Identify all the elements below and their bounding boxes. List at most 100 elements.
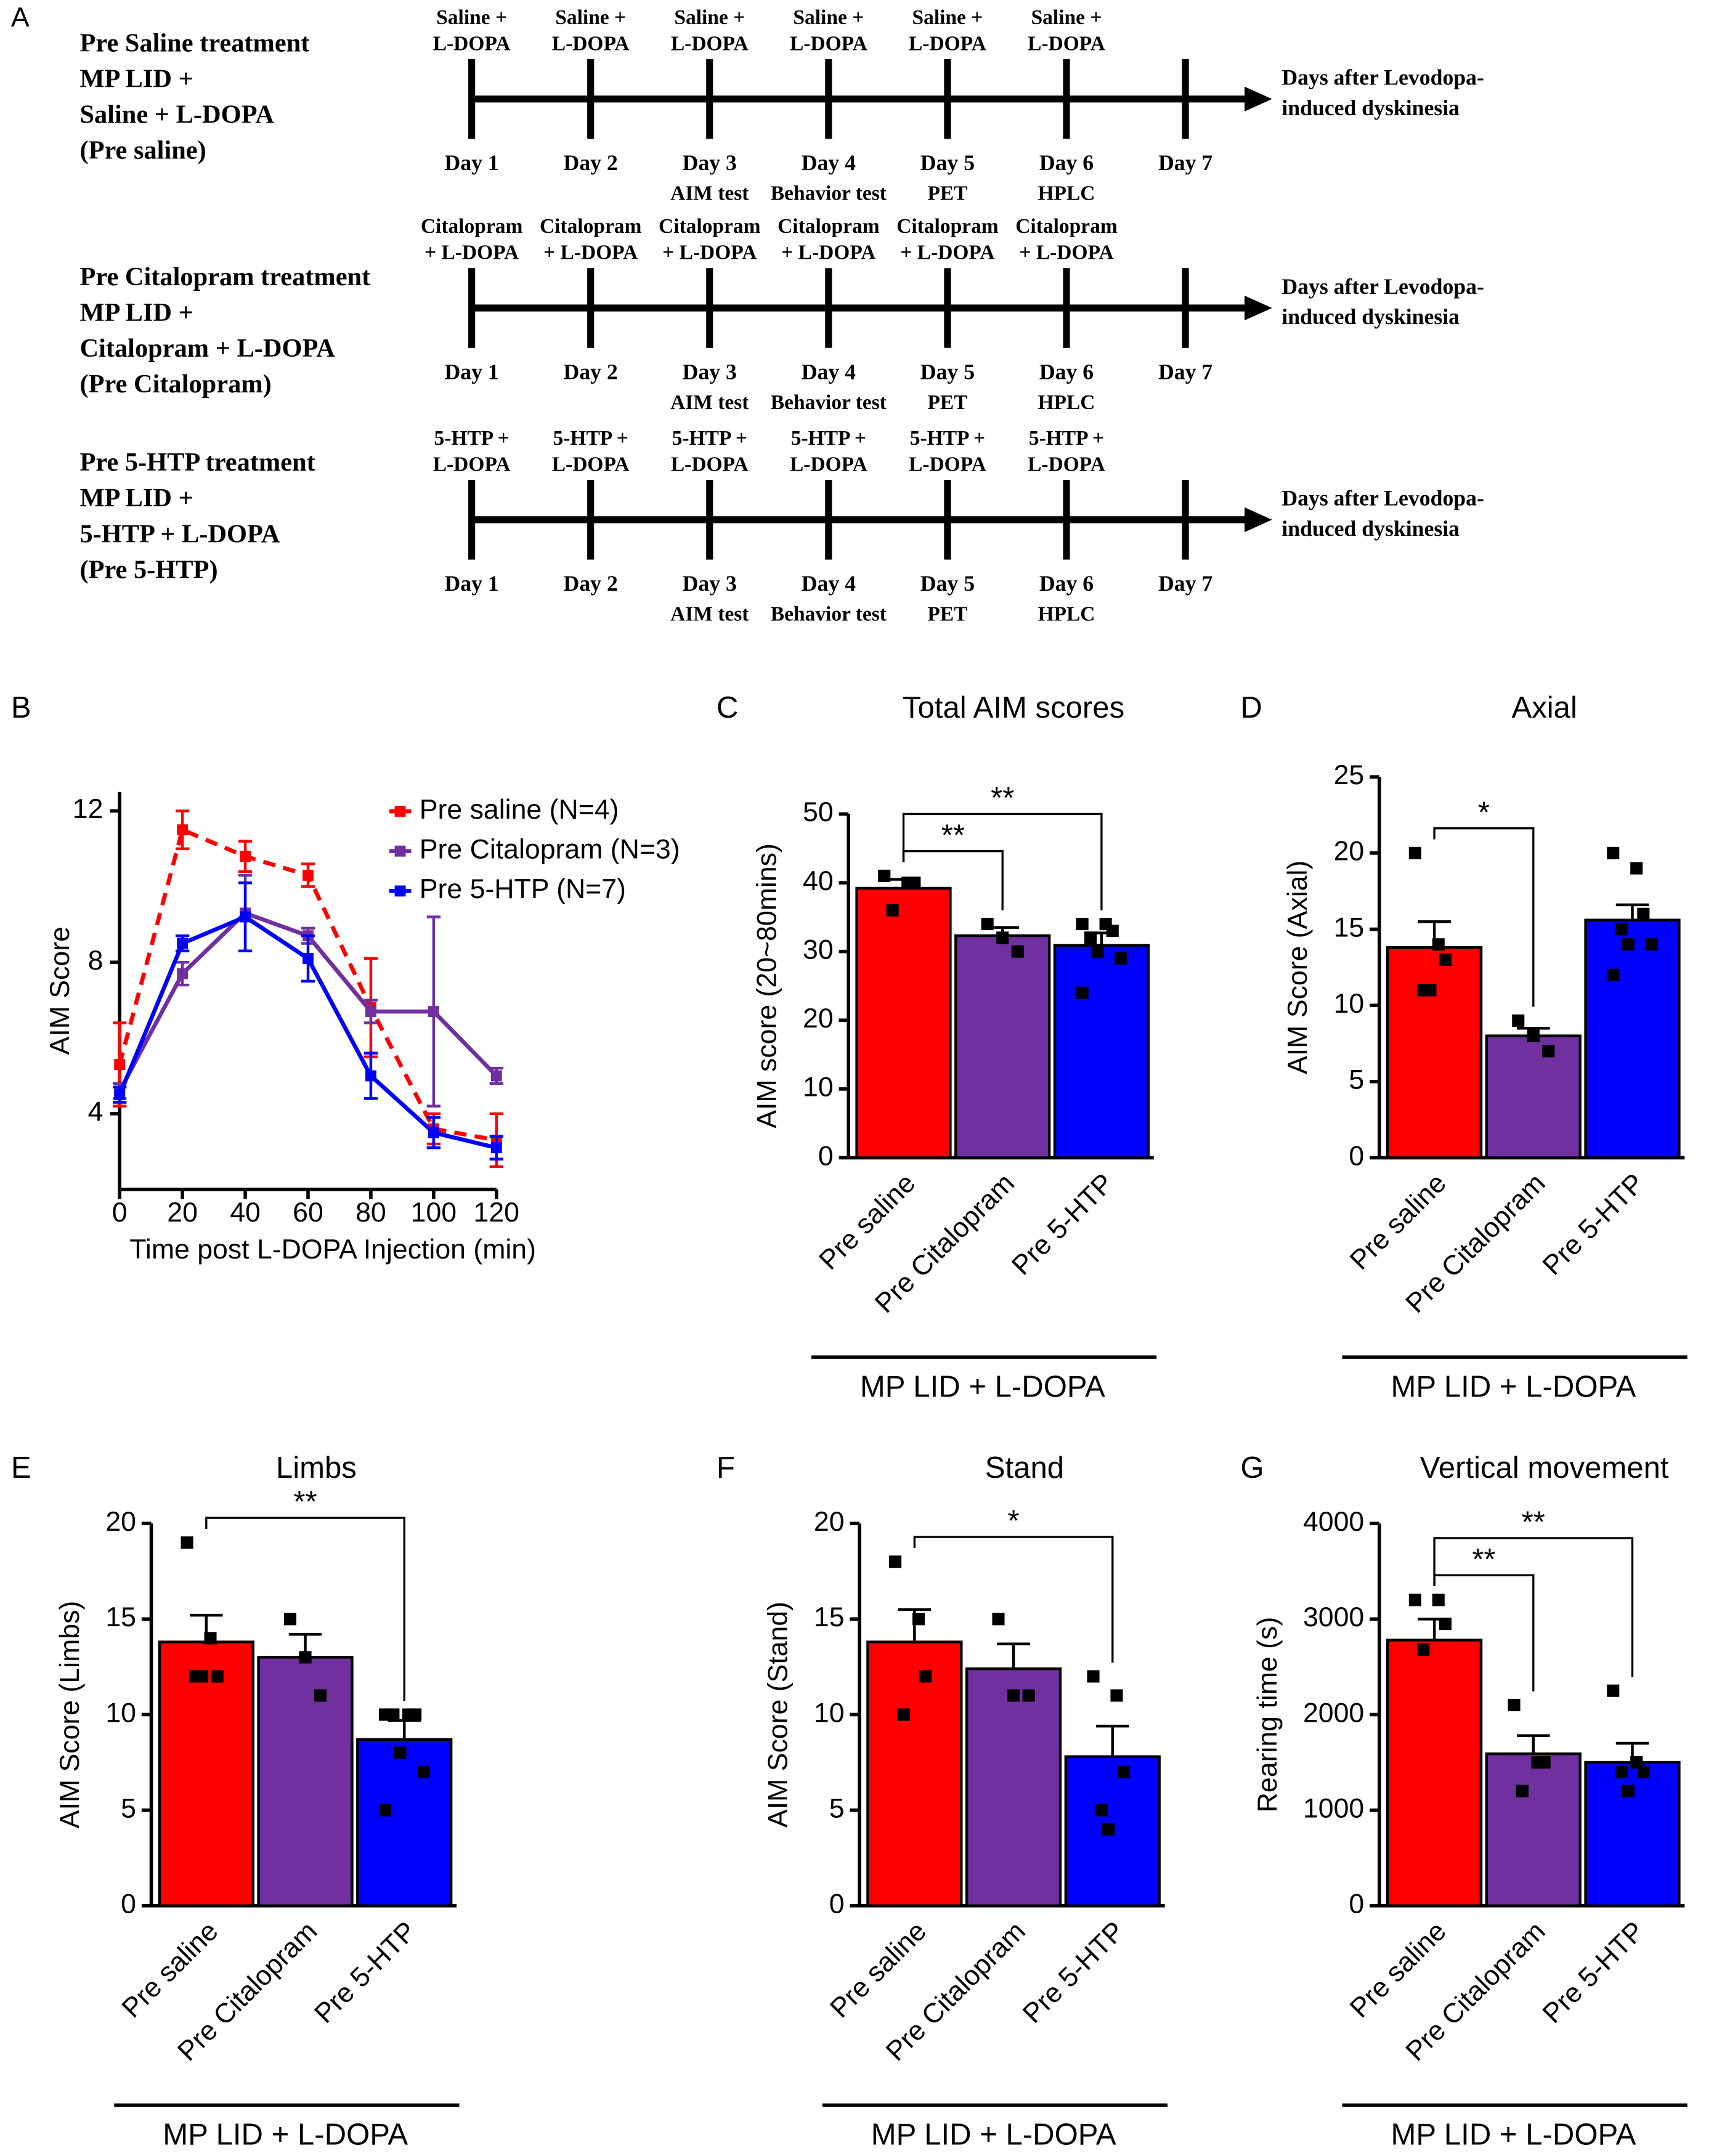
bar xyxy=(1584,1761,1681,1907)
bar xyxy=(1386,946,1483,1159)
y-tick-label: 30 xyxy=(803,934,834,965)
data-point xyxy=(996,931,1009,944)
treatment-label: 5-HTP + xyxy=(910,427,985,450)
data-point xyxy=(992,1613,1005,1626)
day-label: Day 2 xyxy=(564,571,618,596)
significance-label: ** xyxy=(991,782,1014,815)
data-point xyxy=(181,1536,193,1549)
treatment-label: Citalopram xyxy=(540,215,642,238)
day-label: Day 5 xyxy=(920,571,975,596)
y-axis-label: Rearing time (s) xyxy=(1253,1617,1283,1812)
marker xyxy=(114,1059,126,1070)
event-label: AIM test xyxy=(670,391,749,414)
data-point xyxy=(1615,923,1628,936)
x-tick-label: 0 xyxy=(112,1198,128,1228)
legend-marker xyxy=(394,845,406,857)
y-tick-label: 3000 xyxy=(1303,1602,1364,1632)
y-tick-label: 0 xyxy=(818,1141,834,1171)
treatment-label: Saline + xyxy=(674,6,745,29)
legend-label: Pre saline (N=4) xyxy=(420,795,619,825)
treatment-label: L-DOPA xyxy=(671,453,749,476)
bar xyxy=(1485,1752,1582,1907)
treatment-label: Citalopram xyxy=(778,215,880,238)
x-tick-label: Pre saline xyxy=(116,1916,224,2024)
x-tick-label: 20 xyxy=(167,1198,198,1228)
data-point xyxy=(912,1613,925,1626)
data-point xyxy=(1527,1029,1540,1042)
day-label: Day 5 xyxy=(920,359,975,384)
axis-label: induced dyskinesia xyxy=(1281,304,1460,329)
marker xyxy=(177,938,189,949)
group-label: MP LID + L-DOPA xyxy=(871,2118,1116,2152)
treatment-label: L-DOPA xyxy=(1028,453,1105,476)
error-bar xyxy=(997,1642,1030,1669)
significance-label: ** xyxy=(1522,1506,1545,1539)
treatment-label: 5-HTP + xyxy=(791,427,866,450)
day-label: Day 1 xyxy=(444,571,498,596)
data-point xyxy=(1095,1804,1108,1817)
significance-bracket xyxy=(1433,1537,1634,1677)
group-label: MP LID + xyxy=(79,484,193,513)
data-point xyxy=(1645,938,1658,951)
data-point xyxy=(196,1670,209,1683)
group-label: MP LID + xyxy=(79,64,193,93)
day-label: Day 3 xyxy=(683,150,737,175)
bar xyxy=(1485,1034,1582,1159)
x-tick-label: 100 xyxy=(411,1198,457,1228)
panel-label: E xyxy=(11,1451,31,1485)
data-point xyxy=(1607,968,1620,981)
y-tick-label: 15 xyxy=(814,1602,845,1632)
data-point xyxy=(1542,1045,1555,1058)
panel-label: B xyxy=(11,691,31,724)
event-label: PET xyxy=(927,182,967,205)
axis-label: Days after Levodopa- xyxy=(1281,65,1484,90)
chart-title: Stand xyxy=(985,1451,1064,1485)
y-axis-label: AIM Score (Stand) xyxy=(763,1602,793,1828)
data-point xyxy=(1630,862,1643,875)
data-point xyxy=(1432,1594,1445,1607)
error-bar xyxy=(1615,903,1649,920)
data-point xyxy=(1622,938,1635,951)
day-label: Day 3 xyxy=(683,359,737,384)
y-tick-label: 15 xyxy=(105,1602,136,1632)
chart-title: Total AIM scores xyxy=(903,691,1124,724)
marker xyxy=(177,824,189,836)
axis-label: induced dyskinesia xyxy=(1281,95,1460,120)
y-tick-label: 10 xyxy=(105,1698,136,1728)
bar xyxy=(257,1656,354,1907)
treatment-label: L-DOPA xyxy=(552,453,630,476)
timeline-arrow xyxy=(1245,86,1272,111)
x-tick-label: Pre saline xyxy=(824,1916,932,2024)
day-label: Day 6 xyxy=(1039,150,1094,175)
bar xyxy=(855,886,952,1159)
y-tick-label: 50 xyxy=(803,797,834,827)
significance-bracket xyxy=(1433,827,1535,1007)
marker xyxy=(240,911,251,923)
timeline-arrow xyxy=(1245,295,1272,321)
marker xyxy=(240,851,251,862)
marker xyxy=(365,1006,376,1017)
group-label: (Pre Citalopram) xyxy=(79,370,271,399)
treatment-label: Citalopram xyxy=(896,215,999,238)
x-tick-label: Pre 5-HTP xyxy=(1537,1168,1651,1281)
data-point xyxy=(1076,917,1089,931)
marker xyxy=(303,953,314,964)
panel-label: G xyxy=(1240,1451,1264,1485)
day-label: Day 6 xyxy=(1039,571,1094,596)
data-point xyxy=(1408,1594,1421,1607)
y-tick-label: 20 xyxy=(105,1507,136,1537)
data-point xyxy=(1538,1756,1551,1769)
bar xyxy=(1053,944,1150,1159)
data-point xyxy=(1637,907,1650,920)
treatment-label: L-DOPA xyxy=(552,32,630,55)
treatment-label: + L-DOPA xyxy=(543,241,638,264)
data-point xyxy=(1110,1689,1123,1702)
significance-label: ** xyxy=(1472,1543,1495,1576)
group-label: Citalopram + L-DOPA xyxy=(79,334,335,363)
treatment-label: Saline + xyxy=(912,6,983,29)
chart-title: Limbs xyxy=(276,1451,357,1485)
data-point xyxy=(1607,846,1620,859)
day-label: Day 7 xyxy=(1158,150,1212,175)
day-label: Day 7 xyxy=(1158,359,1212,384)
treatment-label: + L-DOPA xyxy=(662,241,757,264)
